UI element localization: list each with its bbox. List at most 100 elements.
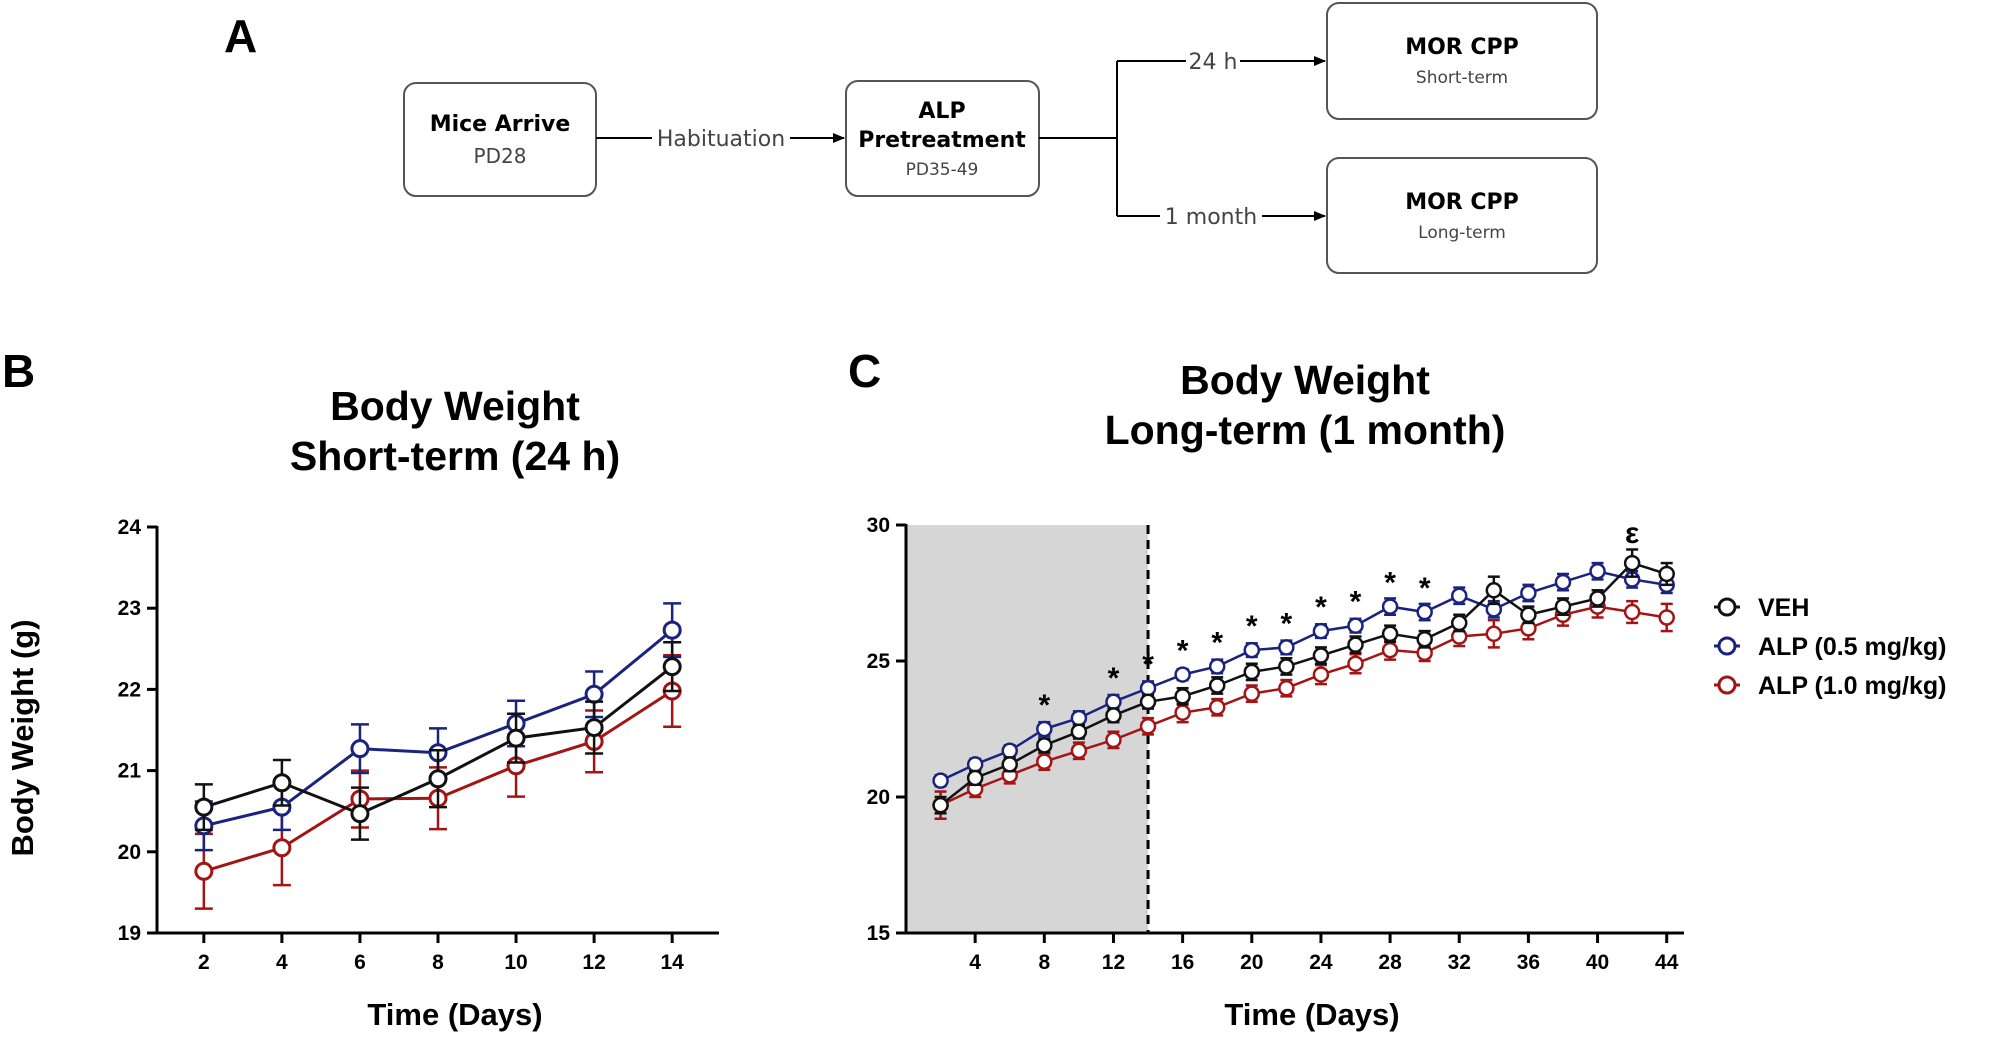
chart-c-x-tick-label: 40 [1586,951,1609,974]
chart-c-x-tick-label: 28 [1378,951,1402,974]
chart-b: B Body Weight Short-term (24 h) Body Wei… [2,345,719,1032]
chart-c-point-veh [1036,737,1053,754]
edge-label-24h: 24 h [1189,50,1238,75]
chart-c-significance-asterisk: * [1350,586,1362,619]
legend-label-veh: VEH [1758,594,1809,622]
box-short-title: MOR CPP [1405,35,1519,60]
chart-c-significance-asterisk: * [1108,662,1120,695]
chart-c-point-alp-0-5-mg-kg [1001,742,1018,760]
chart-b-point-veh [194,797,214,817]
chart-c-point-veh [1485,582,1503,599]
chart-b-point-veh [350,804,370,824]
box-alp-sub: PD35-49 [906,160,979,180]
chart-b-point-veh [272,773,292,793]
chart-c-shaded-region [906,525,1149,933]
chart-c-point-alp-0-5-mg-kg [1243,641,1261,659]
chart-c-point-alp-0-5-mg-kg [1416,603,1433,621]
chart-b-x-tick-label: 12 [582,951,605,974]
flow-diagram: A Mice Arrive PD28 ALP Pretreatment PD35… [224,2,1598,274]
chart-c-point-alp-0-5-mg-kg [1278,639,1295,656]
box-short-sub: Short-term [1416,68,1508,88]
chart-c-x-tick-label: 32 [1448,951,1471,974]
chart-c-series-veh [932,548,1675,815]
chart-c-legend: VEH ALP (0.5 mg/kg) ALP (1.0 mg/kg) [1714,594,1946,700]
chart-b-x-tick-label: 10 [504,951,527,974]
chart-c-point-veh [1243,663,1261,681]
chart-c-point-alp-1-0-mg-kg [1208,698,1226,716]
chart-c-point-veh [932,796,949,814]
box-alp-title-line2: Pretreatment [858,128,1026,153]
chart-c-point-alp-0-5-mg-kg [1347,617,1364,634]
chart-b-x-tick-label: 8 [432,951,444,974]
chart-c-point-alp-1-0-mg-kg [1485,625,1503,643]
chart-c-point-veh [966,769,984,787]
chart-c-point-veh [1174,688,1191,705]
chart-b-y-tick-label: 21 [118,760,142,783]
chart-b-x-tick-label: 14 [660,951,684,974]
chart-c-point-alp-0-5-mg-kg [1208,658,1226,675]
chart-c-x-tick-label: 44 [1655,951,1679,974]
chart-c-point-veh [1312,647,1330,664]
flow-arrows [596,56,1326,221]
panel-label-c: C [848,345,881,397]
chart-c-point-alp-1-0-mg-kg [1658,609,1675,626]
chart-b-point-veh [662,657,682,677]
chart-c-point-alp-0-5-mg-kg [1070,709,1088,727]
chart-c-x-axis-label: Time (Days) [1224,997,1399,1032]
chart-c-significance-asterisk: * [1142,648,1154,681]
chart-c-x-tick-label: 36 [1517,951,1540,974]
legend-marker-veh [1717,597,1737,617]
legend-marker-alp-1-0-mg-kg [1717,675,1737,695]
chart-c-significance-asterisk: * [1419,572,1431,605]
chart-c-point-veh [1278,658,1295,675]
chart-b-y-axis-label: Body Weight (g) [5,619,40,856]
chart-b-point-alp-1-0-mg-kg [194,861,214,881]
chart-c-point-veh [1347,636,1364,653]
chart-c-line-alp-0-5-mg-kg [940,569,1667,782]
chart-c-point-veh [1623,554,1641,572]
chart-c-x-tick-label: 12 [1102,951,1125,974]
chart-c-point-alp-0-5-mg-kg [1139,679,1157,697]
chart-c: C Body Weight Long-term (1 month) Time (… [848,345,1946,1032]
chart-c-point-alp-0-5-mg-kg [1554,573,1572,591]
chart-c-point-veh [1554,598,1572,615]
chart-c-x-tick-label: 16 [1171,951,1194,974]
chart-c-point-alp-0-5-mg-kg [932,772,949,789]
chart-c-significance-asterisk: * [1281,607,1293,640]
chart-b-y-tick-label: 20 [118,841,141,864]
chart-c-point-alp-0-5-mg-kg [1312,622,1330,640]
chart-c-point-alp-1-0-mg-kg [1070,742,1088,760]
chart-c-point-alp-1-0-mg-kg [1312,666,1330,683]
chart-c-point-alp-0-5-mg-kg [1450,587,1468,604]
panel-label-a: A [224,10,257,62]
box-long-title: MOR CPP [1405,190,1519,215]
chart-b-point-alp-0-5-mg-kg [350,739,370,759]
chart-b-point-alp-0-5-mg-kg [662,620,682,640]
chart-c-x-tick-label: 24 [1309,951,1333,974]
chart-c-significance-asterisk: * [1038,689,1050,722]
chart-b-x-axis-label: Time (Days) [367,997,542,1032]
chart-b-x-tick-label: 2 [198,951,210,974]
chart-c-point-alp-0-5-mg-kg [1589,562,1606,580]
chart-c-point-veh [1381,625,1399,643]
chart-b-point-veh [428,769,448,789]
edge-label-1-month: 1 month [1165,205,1257,230]
chart-c-point-alp-1-0-mg-kg [1381,641,1399,659]
chart-c-point-alp-1-0-mg-kg [1139,718,1157,735]
box-mor-cpp-long: MOR CPP Long-term [1326,157,1598,274]
chart-c-point-alp-0-5-mg-kg [1174,666,1191,683]
box-mor-cpp-short: MOR CPP Short-term [1326,2,1598,120]
edge-label-habituation: Habituation [657,127,785,152]
chart-b-title-line2: Short-term (24 h) [290,433,620,479]
chart-c-plot-area: 15 20 25 30 4 8 12 16 20 24 28 32 36 40 44 * * * * * * * * * * * ε [867,514,1684,974]
chart-c-point-alp-0-5-mg-kg [1381,598,1399,615]
panel-label-b: B [2,345,35,397]
chart-b-title-line1: Body Weight [330,383,580,429]
chart-b-y-tick-label: 19 [118,922,141,945]
chart-c-line-alp-1-0-mg-kg [940,605,1667,807]
chart-c-x-tick-label: 8 [1038,951,1050,974]
chart-c-point-veh [1589,590,1606,607]
chart-b-y-tick-label: 23 [118,597,141,620]
